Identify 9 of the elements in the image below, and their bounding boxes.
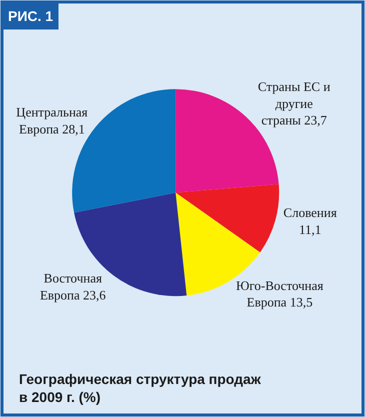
slice-label: Восточная Европа 23,6 xyxy=(40,270,106,302)
slice-label: Словения xyxy=(283,205,337,220)
slice-label: Страны ЕС и другие страны 23,7 xyxy=(258,78,330,128)
slice-label: Центральная Европа 28,1 xyxy=(16,104,88,136)
pie-slice xyxy=(176,184,280,252)
data-label: 11,1 xyxy=(298,222,322,237)
slice-label: Юго-Восточная Европа 13,5 xyxy=(236,278,324,310)
text: РИС. 1 xyxy=(8,8,54,24)
text: Географическая структура продаж в 2009 г. (%) xyxy=(19,371,262,406)
